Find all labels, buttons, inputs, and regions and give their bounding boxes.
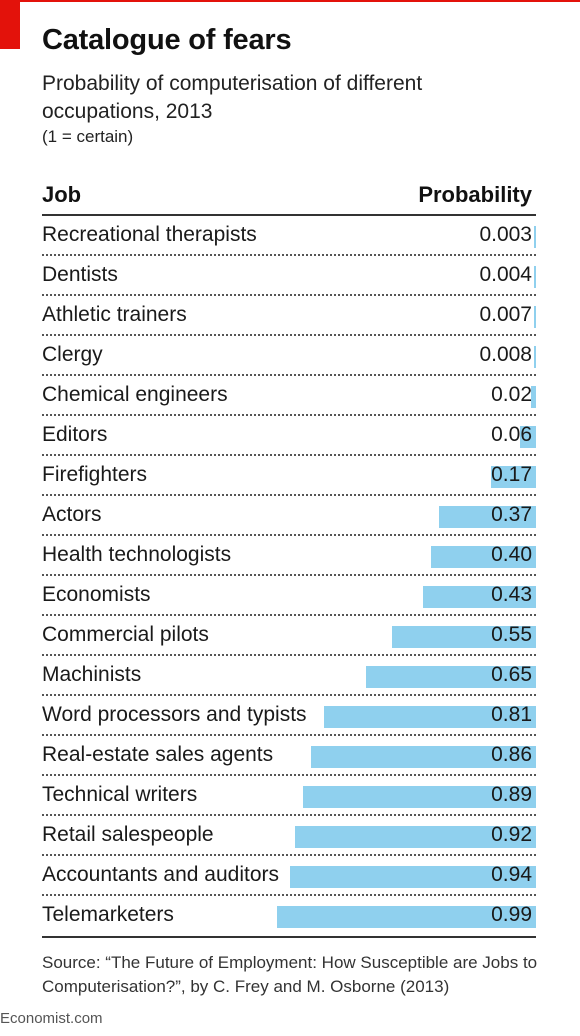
probability-bar [534,226,536,248]
probability-bar [295,826,536,848]
probability-bar [534,306,536,328]
header-rule [42,214,536,216]
probability-bar [324,706,536,728]
probability-value: 0.40 [491,543,532,566]
probability-value: 0.06 [491,423,532,446]
table-row: Health technologists 0.40 [42,536,536,576]
table-row: Machinists 0.65 [42,656,536,696]
job-label: Economists [42,583,151,606]
probability-bar [491,466,536,488]
job-label: Technical writers [42,783,198,806]
table-row: Recreational therapists 0.003 [42,216,536,256]
bar-table: Recreational therapists 0.003 Dentists 0.00… [42,216,536,936]
probability-bar [520,426,536,448]
probability-value: 0.92 [491,823,532,846]
table-row: Chemical engineers 0.02 [42,376,536,416]
probability-value: 0.81 [491,703,532,726]
job-label: Word processors and typists [42,703,307,726]
probability-bar [277,906,536,928]
job-label: Athletic trainers [42,303,187,326]
table-row: Accountants and auditors 0.94 [42,856,536,896]
bottom-rule [42,936,536,938]
source-note: Source: “The Future of Employment: How S… [42,953,538,996]
job-label: Clergy [42,343,103,366]
probability-bar [439,506,536,528]
job-label: Retail salespeople [42,823,214,846]
probability-value: 0.008 [479,343,532,366]
job-label: Machinists [42,663,142,686]
table-row: Dentists 0.004 [42,256,536,296]
table-row: Firefighters 0.17 [42,456,536,496]
table-row: Commercial pilots 0.55 [42,616,536,656]
table-row: Real-estate sales agents 0.86 [42,736,536,776]
table-row: Telemarketers 0.99 [42,896,536,936]
job-label: Actors [42,503,102,526]
brand-footer: Economist.com [0,1010,103,1027]
job-label: Accountants and auditors [42,863,279,886]
probability-value: 0.43 [491,583,532,606]
probability-value: 0.65 [491,663,532,686]
probability-value: 0.003 [479,223,532,246]
probability-value: 0.004 [479,263,532,286]
chart-subtitle: Probability of computerisation of differ… [42,72,423,123]
probability-bar [534,346,536,368]
probability-value: 0.99 [491,903,532,926]
probability-bar [311,746,536,768]
probability-value: 0.55 [491,623,532,646]
brand-red-tab [0,0,20,49]
probability-bar [392,626,536,648]
job-label: Firefighters [42,463,148,486]
job-label: Real-estate sales agents [42,743,274,766]
probability-bar [423,586,536,608]
probability-value: 0.94 [491,863,532,886]
probability-bar [531,386,536,408]
job-label: Chemical engineers [42,383,228,406]
table-row: Technical writers 0.89 [42,776,536,816]
probability-bar [534,266,536,288]
probability-bar [366,666,536,688]
probability-bar [290,866,536,888]
probability-value: 0.89 [491,783,532,806]
probability-bar [303,786,536,808]
table-row: Editors 0.06 [42,416,536,456]
probability-bar [431,546,536,568]
job-label: Commercial pilots [42,623,209,646]
table-row: Athletic trainers 0.007 [42,296,536,336]
table-row: Economists 0.43 [42,576,536,616]
chart-title: Catalogue of fears [42,24,292,56]
table-header: Job Probability [42,182,536,212]
table-row: Retail salespeople 0.92 [42,816,536,856]
table-row: Actors 0.37 [42,496,536,536]
probability-column-header: Probability [418,182,532,207]
probability-value: 0.86 [491,743,532,766]
job-column-header: Job [42,182,82,207]
job-label: Telemarketers [42,903,174,926]
job-label: Dentists [42,263,118,286]
probability-value: 0.007 [479,303,532,326]
top-rule [20,0,580,2]
table-row: Clergy 0.008 [42,336,536,376]
probability-value: 0.02 [491,383,532,406]
job-label: Recreational therapists [42,223,257,246]
probability-value: 0.17 [491,463,532,486]
probability-value: 0.37 [491,503,532,526]
job-label: Editors [42,423,108,446]
scale-note: (1 = certain) [42,127,134,146]
job-label: Health technologists [42,543,232,566]
table-row: Word processors and typists 0.81 [42,696,536,736]
